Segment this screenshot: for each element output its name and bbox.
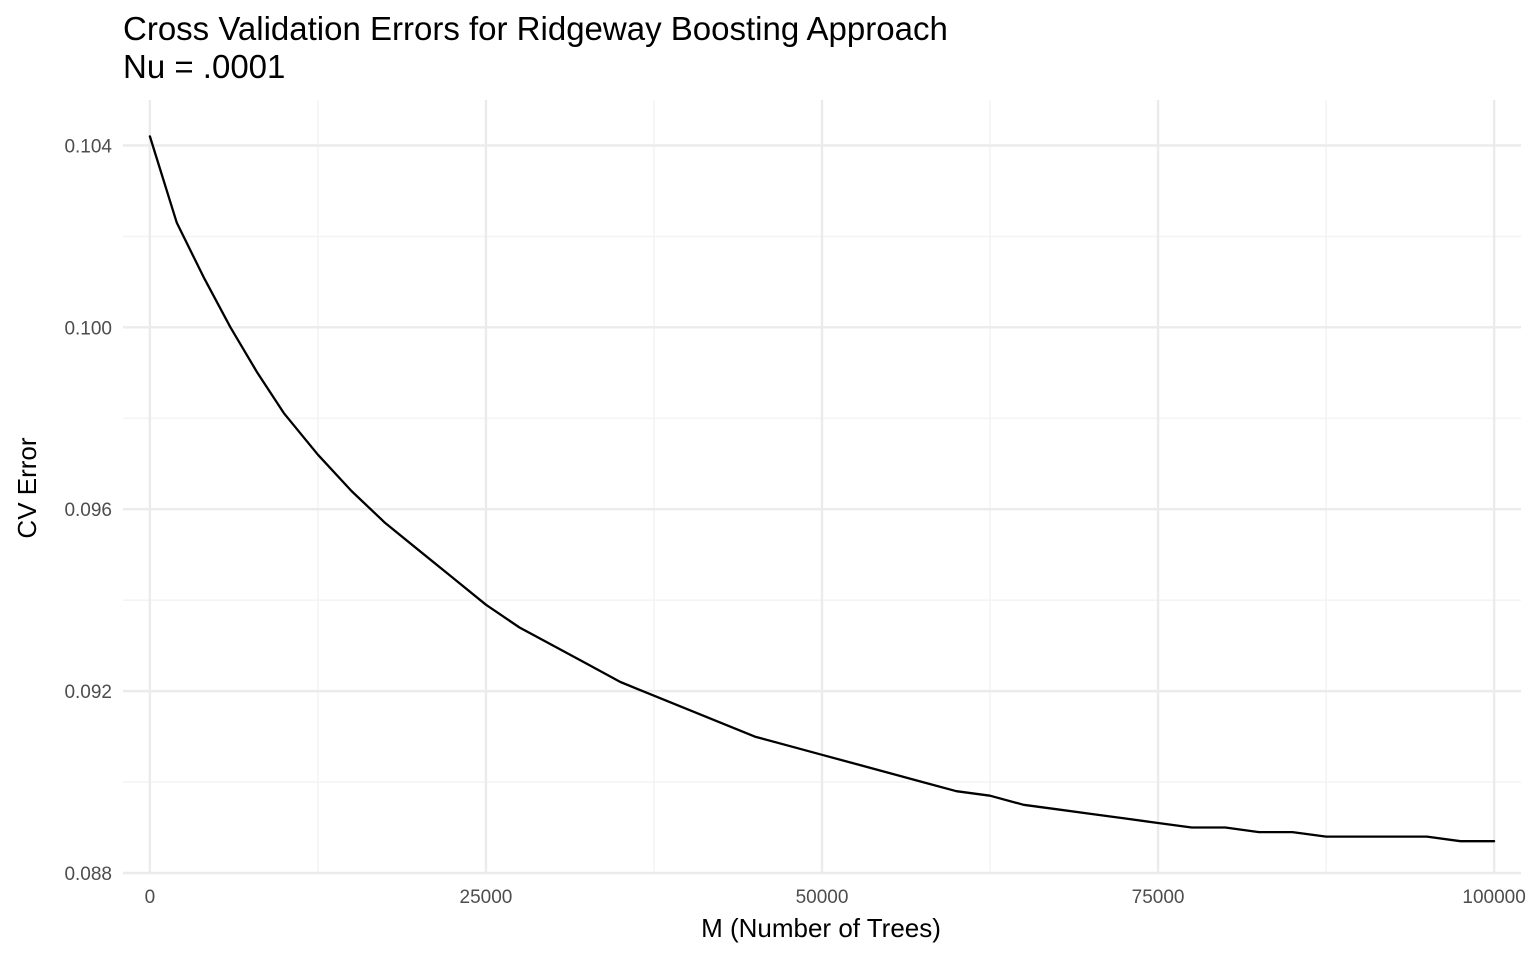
series-line: [148, 135, 1496, 843]
x-tick-label: 0: [145, 887, 156, 908]
y-axis-ticks: 0.088 0.092 0.096 0.100 0.104: [64, 136, 112, 885]
major-gridlines: [123, 100, 1521, 875]
y-tick-label: 0.096: [64, 500, 112, 521]
y-axis-title: CV Error: [12, 437, 42, 538]
x-axis-title: M (Number of Trees): [701, 913, 941, 943]
y-tick-label: 0.104: [64, 136, 112, 157]
x-axis-ticks: 0 25000 50000 75000 100000: [145, 887, 1526, 908]
y-tick-label: 0.088: [64, 864, 112, 885]
x-tick-label: 75000: [1132, 887, 1185, 908]
series-layer: [148, 135, 1496, 843]
chart-subtitle: Nu = .0001: [123, 48, 286, 85]
chart-title: Cross Validation Errors for Ridgeway Boo…: [123, 10, 948, 47]
x-tick-label: 50000: [796, 887, 849, 908]
y-tick-label: 0.100: [64, 318, 112, 339]
y-tick-label: 0.092: [64, 682, 112, 703]
x-tick-label: 25000: [460, 887, 513, 908]
x-tick-label: 100000: [1462, 887, 1525, 908]
